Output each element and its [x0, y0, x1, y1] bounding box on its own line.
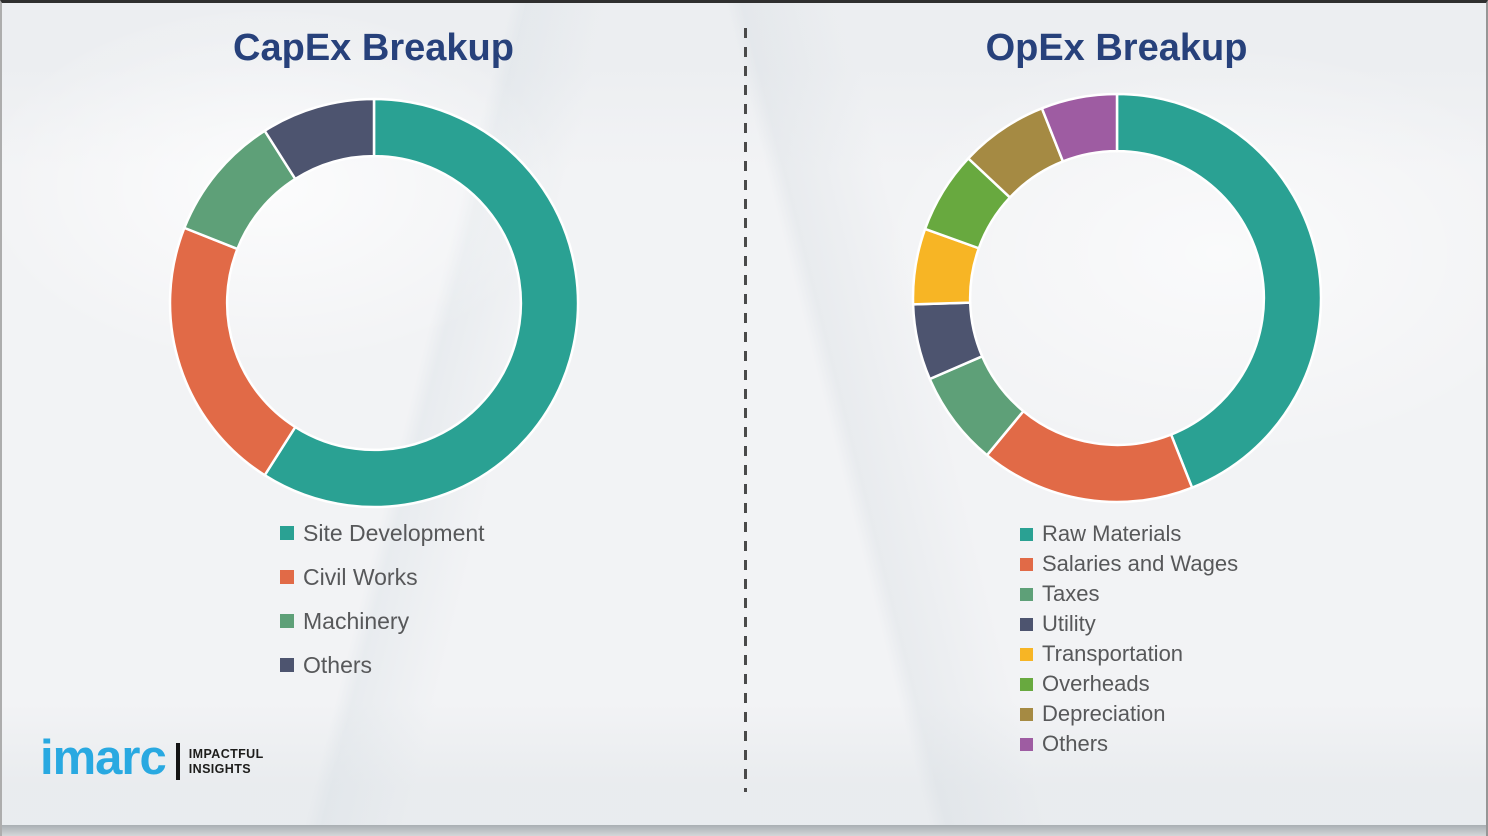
- legend-label: Overheads: [1042, 671, 1150, 696]
- tagline-line-2: INSIGHTS: [188, 761, 251, 776]
- legend-label: Civil Works: [303, 563, 418, 590]
- donut-segment-raw-materials: [1115, 92, 1323, 489]
- legend-label: Utility: [1042, 611, 1096, 636]
- legend-swatch-utility: [1020, 617, 1033, 631]
- legend-swatch-taxes: [1020, 587, 1033, 601]
- legend-item-others: Others: [1020, 729, 1238, 759]
- legend-label: Salaries and Wages: [1042, 551, 1239, 576]
- legend-item-raw-materials: Raw Materials: [1020, 519, 1238, 549]
- opex-legend: Raw Materials Salaries and Wages Taxes Util…: [1020, 519, 1238, 759]
- donut-segment-others: [1040, 92, 1119, 163]
- imarc-tagline: IMPACTFUL INSIGHTS: [189, 747, 264, 777]
- legend-item-depreciation: Depreciation: [1020, 699, 1238, 729]
- legend-label: Others: [1042, 731, 1109, 756]
- capex-donut-chart: [168, 97, 580, 509]
- bottom-border-bar: [2, 825, 1486, 836]
- imarc-logo: imarc IMPACTFUL INSIGHTS: [40, 734, 264, 783]
- legend-item-others: Others: [280, 643, 485, 687]
- legend-swatch-overheads: [1020, 677, 1033, 691]
- legend-swatch-transportation: [1020, 647, 1033, 661]
- vertical-dashed-divider: [744, 28, 747, 792]
- capex-title: CapEx Breakup: [233, 27, 514, 69]
- legend-item-overheads: Overheads: [1020, 669, 1238, 699]
- legend-item-salaries-and-wages: Salaries and Wages: [1020, 549, 1238, 579]
- legend-label: Raw Materials: [1042, 521, 1182, 546]
- legend-swatch-salaries-and-wages: [1020, 557, 1033, 571]
- opex-title: OpEx Breakup: [985, 27, 1248, 69]
- legend-swatch-raw-materials: [1020, 527, 1033, 541]
- legend-item-taxes: Taxes: [1020, 579, 1238, 609]
- legend-label: Taxes: [1042, 581, 1100, 606]
- donut-segment-civil-works: [168, 226, 297, 477]
- legend-swatch-site-development: [280, 526, 294, 540]
- donut-segment-salaries-and-wages: [985, 409, 1194, 504]
- legend-swatch-others: [280, 658, 294, 672]
- legend-swatch-depreciation: [1020, 707, 1033, 721]
- donut-segment-others: [263, 97, 376, 181]
- legend-item-utility: Utility: [1020, 609, 1238, 639]
- opex-donut-chart: [911, 92, 1323, 504]
- legend-item-machinery: Machinery: [280, 599, 485, 643]
- legend-label: Depreciation: [1042, 701, 1166, 726]
- legend-label: Site Development: [303, 519, 485, 546]
- imarc-logo-text: imarc: [40, 731, 167, 785]
- capex-legend: Site Development Civil Works Machinery Othe…: [280, 511, 485, 687]
- legend-swatch-machinery: [280, 614, 294, 628]
- legend-swatch-others: [1020, 737, 1033, 751]
- logo-divider-bar: [175, 743, 180, 780]
- legend-item-civil-works: Civil Works: [280, 555, 485, 599]
- legend-swatch-civil-works: [280, 570, 294, 584]
- tagline-line-1: IMPACTFUL: [188, 746, 264, 761]
- donut-segment-site-development: [263, 97, 580, 509]
- legend-item-site-development: Site Development: [280, 511, 485, 555]
- legend-label: Others: [303, 651, 373, 678]
- legend-label: Transportation: [1042, 641, 1184, 666]
- legend-item-transportation: Transportation: [1020, 639, 1238, 669]
- legend-label: Machinery: [303, 607, 410, 634]
